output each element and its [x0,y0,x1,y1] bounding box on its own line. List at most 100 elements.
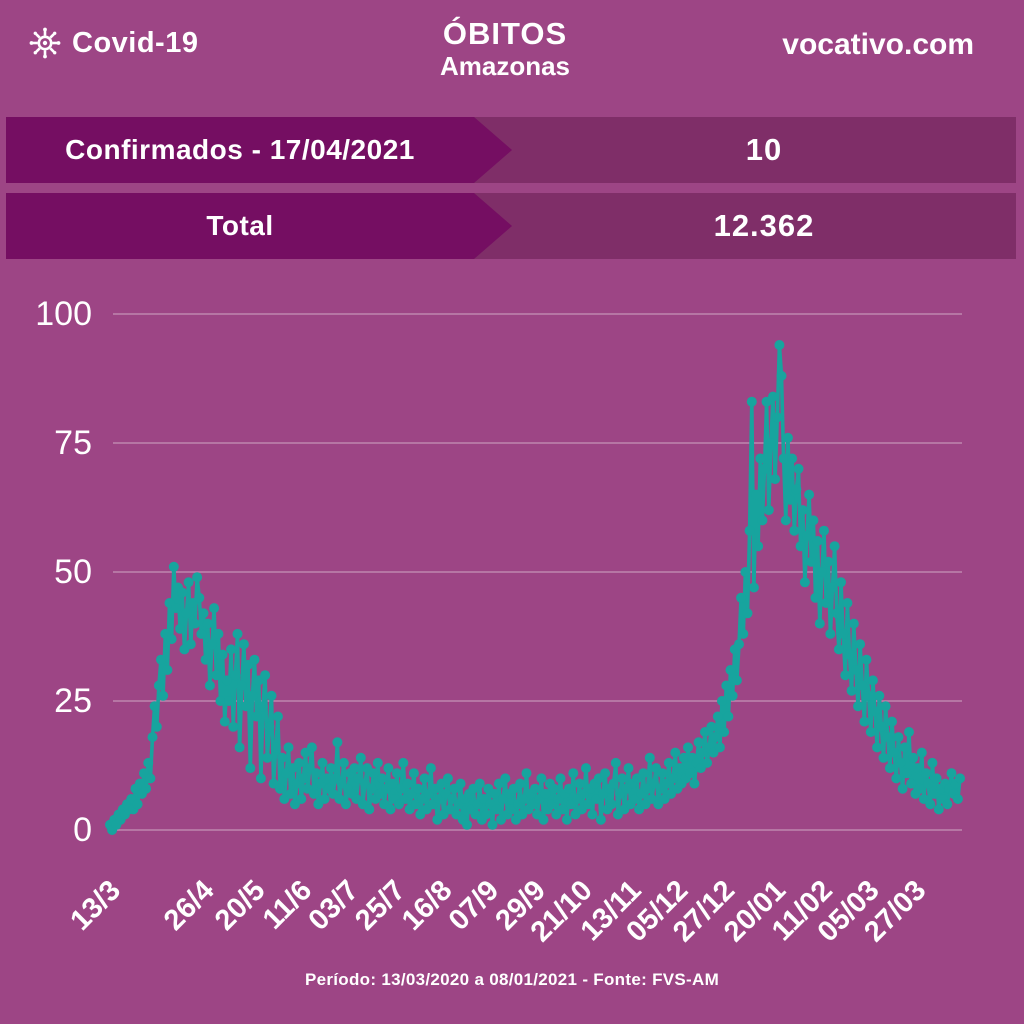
data-point [425,763,436,774]
data-point [714,742,725,753]
data-point [878,752,889,763]
data-point [893,732,904,743]
data-point [876,721,887,732]
data-point [241,701,251,712]
data-point [366,783,377,794]
data-point [398,757,409,768]
data-point [145,773,156,784]
data-point [266,690,277,701]
data-point [583,799,594,810]
data-point [791,484,802,495]
data-point [185,639,196,650]
title-amazonas: Amazonas [439,50,571,81]
data-point [221,675,232,686]
xtick-label-26-4: 26/4 [158,874,221,937]
data-point [884,763,895,774]
data-point [177,587,188,598]
data-point [842,598,853,608]
data-point [564,783,574,794]
stat-value-total: 12.362 [713,208,815,243]
data-point [670,747,681,758]
data-point [408,768,419,779]
xtick-label-25-7: 25/7 [349,874,412,937]
data-point [768,391,778,402]
data-point [861,654,872,665]
data-point [251,711,262,722]
data-point [168,561,179,572]
data-point [387,778,398,789]
data-point [912,763,923,774]
data-point [744,525,755,536]
data-point [321,773,332,784]
data-point [812,536,823,546]
virus-icon [29,27,61,59]
data-point [782,432,793,443]
data-point [175,623,186,634]
data-point [787,453,798,464]
data-point [217,649,228,660]
data-point [219,716,230,727]
data-point [487,819,498,830]
data-point [623,763,634,774]
data-point [236,680,247,691]
data-point [899,742,910,753]
data-point [802,530,812,541]
data-point [829,541,840,552]
data-point [332,737,343,748]
data-point [202,618,213,629]
data-point [712,711,723,722]
data-point [538,814,549,825]
data-point [277,752,288,763]
data-point [213,628,224,639]
stat-label-confirmados: Confirmados - 17/04/2021 [65,134,415,165]
data-point [211,670,222,681]
data-point [536,773,547,784]
data-point [196,628,207,639]
data-point [489,788,500,799]
data-point [765,438,776,448]
data-point [298,773,309,784]
data-point [462,819,472,830]
data-point [725,665,736,675]
data-point [778,453,789,464]
data-point [606,799,617,810]
ytick-label-0: 0 [73,811,92,849]
data-point [158,690,169,701]
data-point [848,618,859,629]
ytick-label-25: 25 [54,682,92,720]
data-point [644,752,655,763]
data-point [693,737,704,748]
data-point [162,665,173,675]
data-point [192,572,203,583]
data-point [795,541,806,552]
data-point [897,783,908,794]
data-point [789,525,800,536]
data-point [262,752,273,763]
page-title: ÓBITOS Amazonas [440,16,570,82]
data-point [914,783,925,794]
data-point [776,370,787,381]
data-point [391,768,402,779]
data-point [819,525,829,536]
data-point [258,701,268,712]
data-point [230,670,241,681]
data-point [831,608,842,619]
data-point [723,711,734,722]
data-point [916,747,927,758]
data-point [260,670,271,681]
data-point [617,773,628,784]
ytick-label-50: 50 [54,553,92,591]
data-point [600,768,611,779]
data-point [500,773,511,784]
data-point [364,804,375,815]
data-point [927,757,938,768]
data-point [319,794,330,804]
data-point [901,768,912,779]
data-point [272,711,283,722]
data-point [194,592,205,603]
data-point [738,628,749,639]
data-point [481,809,492,820]
data-point [859,716,870,727]
data-point [923,778,934,789]
data-point [746,396,757,407]
